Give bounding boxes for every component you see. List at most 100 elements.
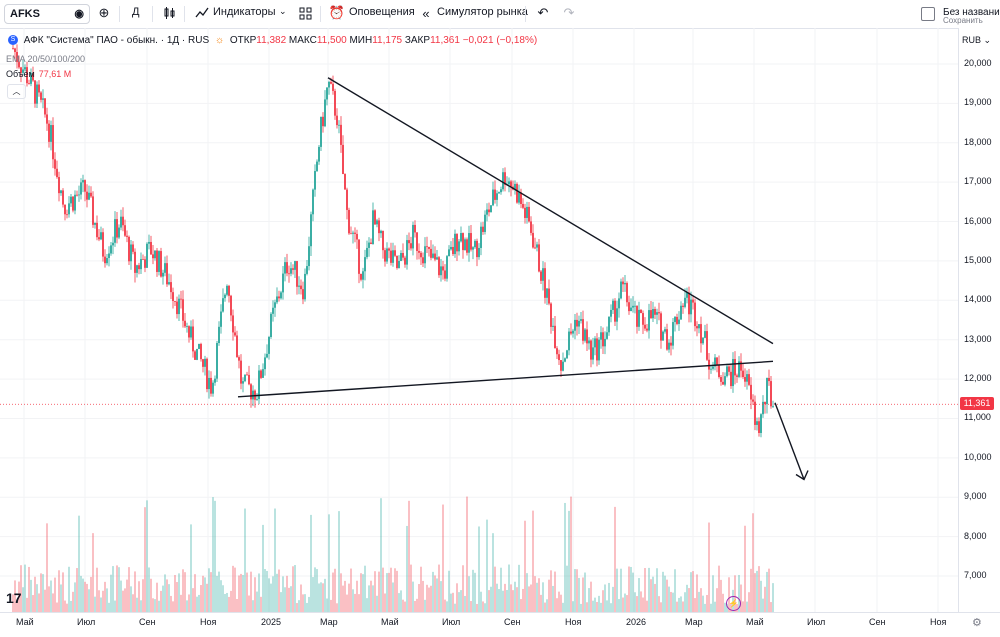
lightning-icon[interactable]: ⚡ <box>726 596 741 611</box>
volume-bar <box>142 579 144 612</box>
volume-bar <box>500 567 502 612</box>
layout-checkbox[interactable] <box>921 7 935 21</box>
candle-body <box>714 357 716 367</box>
layout-name[interactable]: Без названи <box>943 7 1000 18</box>
candle-body <box>688 292 690 315</box>
interval-button[interactable]: Д <box>132 6 140 18</box>
candle-body <box>32 73 34 81</box>
volume-bar <box>204 577 206 612</box>
candle-body <box>500 189 502 193</box>
ema-indicator-label[interactable]: EMA 20/50/100/200 <box>6 54 86 64</box>
volume-bar <box>550 570 552 612</box>
symbol-logo-icon: S <box>8 35 18 46</box>
volume-bar <box>600 602 602 612</box>
add-symbol-icon[interactable]: ⊕ <box>98 5 110 20</box>
tradingview-logo[interactable]: 17 <box>6 590 22 606</box>
candle-body <box>742 370 744 378</box>
undo-icon[interactable]: ↶ <box>537 5 549 20</box>
chevron-down-icon[interactable]: ⌄ <box>279 6 287 16</box>
candle-body <box>498 192 500 194</box>
candle-body <box>104 256 106 264</box>
candle-body <box>72 196 74 211</box>
volume-bar <box>464 595 466 612</box>
price-chart[interactable] <box>0 28 958 612</box>
symbol-label: AFKS <box>10 8 40 20</box>
candle-body <box>524 207 526 218</box>
price-tick-label: 13,000 <box>964 333 992 344</box>
volume-bar <box>512 590 514 612</box>
volume-bar <box>524 520 526 612</box>
symbol-search[interactable]: AFKS ◉ <box>4 4 90 24</box>
candle-type-icon[interactable] <box>160 4 178 22</box>
volume-bar <box>670 591 672 612</box>
volume-bar <box>84 581 86 612</box>
volume-bar <box>294 565 296 612</box>
chevron-up-icon[interactable]: ︿ <box>7 84 26 99</box>
candle-body <box>242 381 244 384</box>
volume-bar <box>102 590 104 612</box>
volume-bar <box>24 564 26 612</box>
candle-body <box>768 377 770 382</box>
volume-bar <box>260 596 262 612</box>
templates-icon[interactable] <box>296 4 314 22</box>
volume-bar <box>614 506 616 612</box>
candle-body <box>480 226 482 248</box>
time-axis[interactable] <box>0 612 1000 637</box>
candle-body <box>70 196 72 204</box>
candle-body <box>400 253 402 261</box>
volume-bar <box>578 577 580 612</box>
gear-icon[interactable]: ⚙ <box>972 617 982 629</box>
volume-bar <box>46 523 48 612</box>
alerts-button[interactable]: Оповещения <box>349 6 415 18</box>
volume-bar <box>672 592 674 612</box>
volume-legend[interactable]: Объём 77,61 М <box>6 69 71 79</box>
layout-save-status[interactable]: Сохранить <box>943 16 983 25</box>
sun-icon: ☼ <box>214 35 225 46</box>
indicators-icon[interactable] <box>193 4 211 22</box>
time-tick-label: Сен <box>504 617 521 627</box>
close-value: 11,361 <box>430 35 460 46</box>
candle-body <box>60 190 62 194</box>
alarm-clock-icon[interactable]: ⏰ <box>328 5 346 20</box>
volume-bar <box>62 572 64 612</box>
replay-icon[interactable]: « <box>422 5 430 21</box>
candle-body <box>730 371 732 387</box>
volume-bar <box>98 590 100 612</box>
candle-body <box>570 331 572 334</box>
candle-body <box>702 337 704 344</box>
candle-body <box>736 375 738 377</box>
candle-body <box>680 305 682 320</box>
currency-selector[interactable]: RUB ⌄ <box>962 35 991 46</box>
volume-bar <box>200 585 202 612</box>
candle-body <box>156 250 158 272</box>
volume-bar <box>442 504 444 612</box>
current-price-label: 11,361 <box>960 397 994 410</box>
volume-bar <box>406 525 408 612</box>
indicators-button[interactable]: Индикаторы <box>213 6 276 18</box>
eye-icon[interactable]: ◉ <box>74 8 84 20</box>
candle-body <box>172 292 174 302</box>
replay-button[interactable]: Симулятор рынка <box>437 6 528 18</box>
candle-body <box>320 116 322 147</box>
candle-body <box>86 191 88 200</box>
candle-body <box>724 376 726 385</box>
candle-body <box>308 246 310 267</box>
price-axis[interactable] <box>958 28 1000 612</box>
high-label: МАКС <box>288 35 317 46</box>
candle-body <box>448 249 450 257</box>
top-toolbar: AFKS ◉ ⊕ Д Индикаторы ⌄ ⏰ Оповещения « С… <box>0 0 1000 29</box>
candle-body <box>718 365 720 378</box>
candle-body <box>704 331 706 338</box>
candle-body <box>186 326 188 327</box>
legend-title[interactable]: АФК "Система" ПАО - обыкн. · 1Д · RUS <box>23 35 210 46</box>
candle-body <box>496 193 498 200</box>
volume-bar <box>576 569 578 612</box>
volume-bar <box>308 596 310 612</box>
redo-icon[interactable]: ↷ <box>563 5 575 20</box>
candle-body <box>770 381 772 407</box>
volume-bar <box>276 573 278 612</box>
candle-body <box>462 233 464 251</box>
open-value: 11,382 <box>256 35 287 46</box>
candle-body <box>536 244 538 248</box>
candle-body <box>276 296 278 303</box>
